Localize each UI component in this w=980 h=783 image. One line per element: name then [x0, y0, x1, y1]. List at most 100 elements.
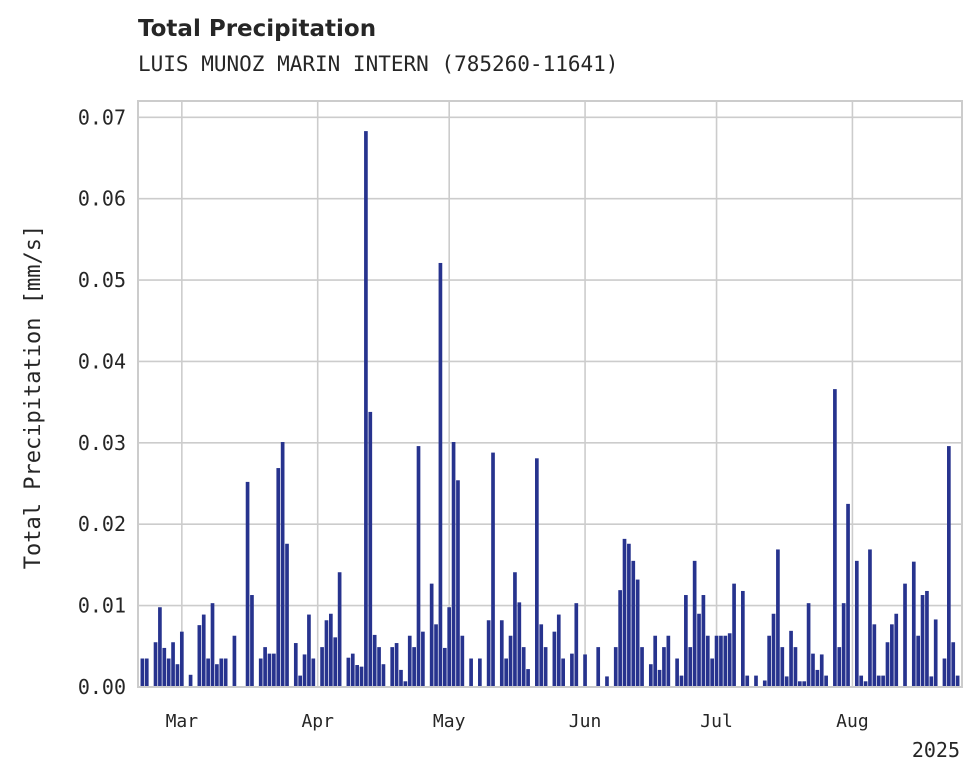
- precip-bar: [741, 590, 745, 687]
- precip-bar: [407, 635, 412, 687]
- precip-bar: [469, 658, 473, 687]
- precip-bar: [754, 675, 758, 687]
- x-tick-label: May: [433, 711, 466, 732]
- precip-bar: [311, 658, 316, 687]
- precip-bar: [881, 675, 885, 687]
- y-tick-label: 0.02: [78, 512, 126, 536]
- precip-bar: [460, 635, 465, 687]
- precip-bar: [771, 613, 776, 687]
- precip-bar: [416, 446, 421, 687]
- precip-bar: [491, 452, 495, 687]
- precip-bar: [710, 658, 715, 687]
- precip-bar: [714, 635, 719, 687]
- precip-bar: [885, 642, 890, 687]
- precip-bar: [381, 664, 386, 687]
- precip-bar: [293, 643, 298, 687]
- y-tick-label: 0.00: [78, 675, 126, 699]
- precip-bar: [657, 669, 662, 687]
- precip-bar: [955, 675, 960, 687]
- precip-bar: [705, 635, 710, 687]
- precip-bar: [723, 635, 728, 687]
- precip-bar: [627, 543, 631, 687]
- precip-bar: [210, 603, 215, 687]
- precip-bar: [688, 647, 693, 687]
- precip-bar: [504, 658, 509, 687]
- precip-bar: [232, 635, 237, 687]
- y-tick-label: 0.07: [78, 105, 126, 129]
- precip-bar: [201, 614, 206, 687]
- precip-bar: [434, 624, 438, 687]
- y-axis-ticks: 0.00 0.01 0.02 0.03 0.04 0.05 0.06 0.07: [78, 105, 126, 699]
- precip-bar: [951, 642, 956, 687]
- plot-frame: [137, 100, 963, 688]
- precip-bar: [846, 503, 850, 688]
- precip-bar: [933, 619, 938, 687]
- precip-bar: [789, 630, 793, 687]
- precip-bar: [272, 653, 276, 687]
- precip-bar: [613, 647, 618, 687]
- precip-bar: [486, 620, 491, 687]
- precip-bar: [876, 675, 881, 687]
- precip-bar: [811, 653, 815, 687]
- precip-bar: [258, 658, 263, 687]
- precip-bar: [806, 603, 811, 687]
- precip-bar: [526, 669, 530, 687]
- precip-bar: [197, 625, 202, 687]
- precip-bar: [188, 674, 193, 687]
- y-tick-label: 0.04: [78, 349, 126, 373]
- precip-bar: [780, 647, 785, 687]
- precip-bar: [622, 538, 627, 687]
- precip-bar: [815, 669, 820, 687]
- precip-bar: [797, 681, 802, 687]
- precip-bar: [890, 624, 894, 687]
- precip-bar: [727, 633, 732, 687]
- precip-bar: [324, 620, 329, 687]
- precip-bar: [263, 647, 267, 687]
- precip-bar: [556, 614, 561, 687]
- precip-bar: [920, 595, 925, 687]
- y-tick-label: 0.01: [78, 594, 126, 618]
- precip-bar: [355, 665, 359, 687]
- precip-bar: [456, 480, 460, 687]
- precip-bar: [793, 647, 798, 687]
- precip-bar: [429, 583, 434, 687]
- x-tick-label: Aug: [836, 711, 869, 732]
- precip-bar: [824, 675, 828, 687]
- precip-bar: [648, 664, 653, 687]
- precip-bar: [359, 666, 364, 687]
- precip-bar: [929, 676, 934, 687]
- precip-bar: [552, 631, 557, 687]
- precip-bar: [618, 590, 622, 687]
- y-tick-label: 0.05: [78, 268, 126, 292]
- precip-bar: [368, 411, 373, 687]
- precip-bar: [863, 681, 868, 687]
- precip-bar: [333, 637, 338, 687]
- x-axis-year-label: 2025: [912, 738, 960, 762]
- precip-bar: [837, 647, 842, 687]
- precip-bar: [701, 595, 706, 687]
- precip-bar: [166, 658, 171, 687]
- precip-bar: [390, 647, 395, 687]
- precip-bar: [158, 607, 162, 687]
- precip-bar: [762, 680, 767, 687]
- precip-bar: [570, 653, 574, 687]
- precip-bar: [140, 658, 145, 687]
- chart-title: Total Precipitation: [138, 16, 377, 42]
- precip-bar: [377, 647, 381, 687]
- precip-bar: [350, 653, 355, 687]
- precip-bar: [833, 389, 837, 687]
- precip-bar: [947, 446, 951, 687]
- precip-bar: [438, 262, 443, 687]
- precip-bar: [653, 635, 658, 687]
- precip-bar: [535, 458, 539, 687]
- x-tick-label: Apr: [301, 711, 334, 732]
- precip-bar: [916, 635, 921, 687]
- precip-bar: [635, 579, 640, 687]
- precip-bar: [421, 631, 425, 687]
- precip-bar: [320, 647, 324, 687]
- precip-bar: [298, 675, 303, 687]
- precip-bar: [329, 613, 333, 687]
- x-tick-label: Jul: [700, 711, 733, 732]
- precip-bar: [802, 681, 807, 687]
- precip-bar: [403, 681, 408, 687]
